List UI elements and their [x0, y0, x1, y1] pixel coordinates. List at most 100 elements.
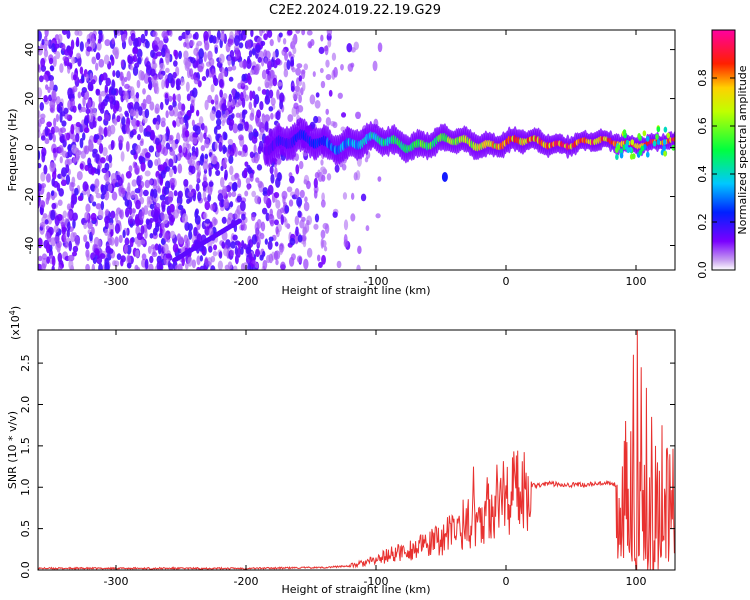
heatmap-cell	[149, 68, 156, 77]
heatmap-cell	[92, 201, 97, 207]
heatmap-cell	[246, 164, 251, 173]
heatmap-cell	[288, 51, 292, 57]
heatmap-cell	[38, 30, 42, 42]
heatmap-cell	[165, 253, 172, 259]
heatmap-cell	[298, 75, 303, 82]
heatmap-cell	[187, 143, 192, 150]
heatmap-cell	[204, 226, 210, 236]
heatmap-cell	[304, 196, 308, 203]
heatmap-cell	[107, 233, 112, 244]
heatmap-cell	[295, 164, 300, 175]
heatmap-cell	[210, 99, 215, 105]
heatmap-cell	[99, 107, 105, 114]
heatmap-cell	[169, 177, 175, 186]
heatmap-cell	[666, 132, 671, 139]
heatmap-cell	[247, 75, 252, 85]
heatmap-cell	[341, 112, 347, 118]
heatmap-cell	[307, 41, 313, 49]
x-tick-label: -100	[364, 275, 389, 288]
heatmap-cell	[94, 134, 100, 140]
heatmap-cell	[301, 30, 306, 36]
heatmap-cell	[203, 132, 207, 140]
heatmap-cell	[173, 49, 177, 57]
heatmap-cell	[377, 176, 382, 182]
heatmap-cell	[49, 162, 56, 173]
heatmap-cell	[47, 86, 51, 94]
heatmap-cell	[320, 229, 326, 239]
heatmap-cell	[215, 110, 222, 119]
heatmap-cell	[141, 253, 147, 261]
heatmap-cell	[66, 228, 70, 238]
heatmap-cell	[236, 195, 242, 203]
heatmap-cell	[40, 182, 47, 189]
heatmap-cell	[40, 263, 46, 270]
heatmap-cell	[168, 168, 173, 178]
heatmap-cell	[85, 203, 91, 213]
heatmap-cell	[95, 52, 101, 61]
heatmap-cell	[79, 66, 84, 75]
heatmap-cell	[87, 164, 94, 175]
heatmap-cell	[80, 106, 87, 113]
heatmap-cell	[162, 134, 167, 143]
heatmap-cell	[299, 189, 305, 199]
heatmap-cell	[97, 115, 103, 122]
heatmap-cell	[304, 222, 310, 233]
heatmap-cell	[67, 221, 71, 231]
heatmap-cell	[204, 256, 209, 268]
heatmap-cell	[297, 210, 302, 218]
heatmap-cell	[211, 68, 215, 78]
heatmap-cell	[323, 246, 328, 252]
heatmap-cell	[188, 184, 193, 191]
heatmap-cell	[353, 172, 358, 181]
heatmap-cell	[127, 255, 131, 263]
heatmap-cell	[320, 199, 326, 208]
heatmap-cell	[262, 259, 268, 270]
heatmap-cell	[104, 228, 109, 237]
heatmap-cell	[135, 109, 139, 119]
heatmap-cell	[341, 163, 347, 171]
heatmap-cell	[208, 167, 212, 177]
heatmap-cell	[138, 106, 143, 116]
heatmap-cell	[46, 191, 51, 200]
heatmap-cell	[173, 60, 178, 67]
heatmap-cell	[337, 92, 343, 99]
heatmap-cell	[157, 187, 162, 194]
heatmap-cell	[66, 203, 71, 211]
heatmap-cell	[142, 189, 149, 197]
heatmap-cell	[53, 117, 57, 128]
heatmap-cell	[123, 90, 129, 96]
heatmap-cell	[92, 120, 97, 128]
heatmap-cell	[68, 254, 72, 262]
heatmap-cell	[144, 170, 151, 177]
heatmap-cell	[41, 38, 45, 46]
heatmap-cell	[110, 139, 115, 151]
heatmap-cell	[320, 80, 326, 89]
heatmap-cell	[229, 165, 234, 176]
heatmap-cell	[161, 204, 166, 213]
heatmap-cell	[318, 46, 325, 55]
heatmap-cell	[377, 42, 383, 53]
heatmap-cell	[313, 223, 319, 230]
heatmap-cell	[60, 127, 66, 134]
heatmap-cell	[179, 109, 185, 116]
heatmap-cell	[256, 164, 263, 171]
heatmap-cell	[40, 171, 46, 182]
heatmap-cell	[102, 146, 108, 157]
heatmap-cell	[195, 183, 200, 192]
heatmap-cell	[177, 190, 183, 199]
heatmap-cell	[183, 178, 189, 187]
heatmap-cell	[192, 137, 198, 145]
heatmap-cell	[38, 163, 42, 169]
heatmap-cell	[60, 221, 66, 228]
heatmap-cell	[178, 236, 184, 245]
heatmap-cell	[168, 263, 174, 270]
heatmap-cell	[186, 93, 191, 102]
heatmap-cell	[139, 140, 144, 147]
heatmap-cell	[218, 53, 225, 64]
heatmap-cell	[105, 77, 112, 87]
heatmap-cell	[71, 193, 78, 205]
heatmap-cell	[154, 159, 159, 166]
heatmap-cell	[150, 49, 155, 58]
heatmap-cell	[313, 190, 318, 199]
heatmap-cell	[38, 150, 41, 161]
